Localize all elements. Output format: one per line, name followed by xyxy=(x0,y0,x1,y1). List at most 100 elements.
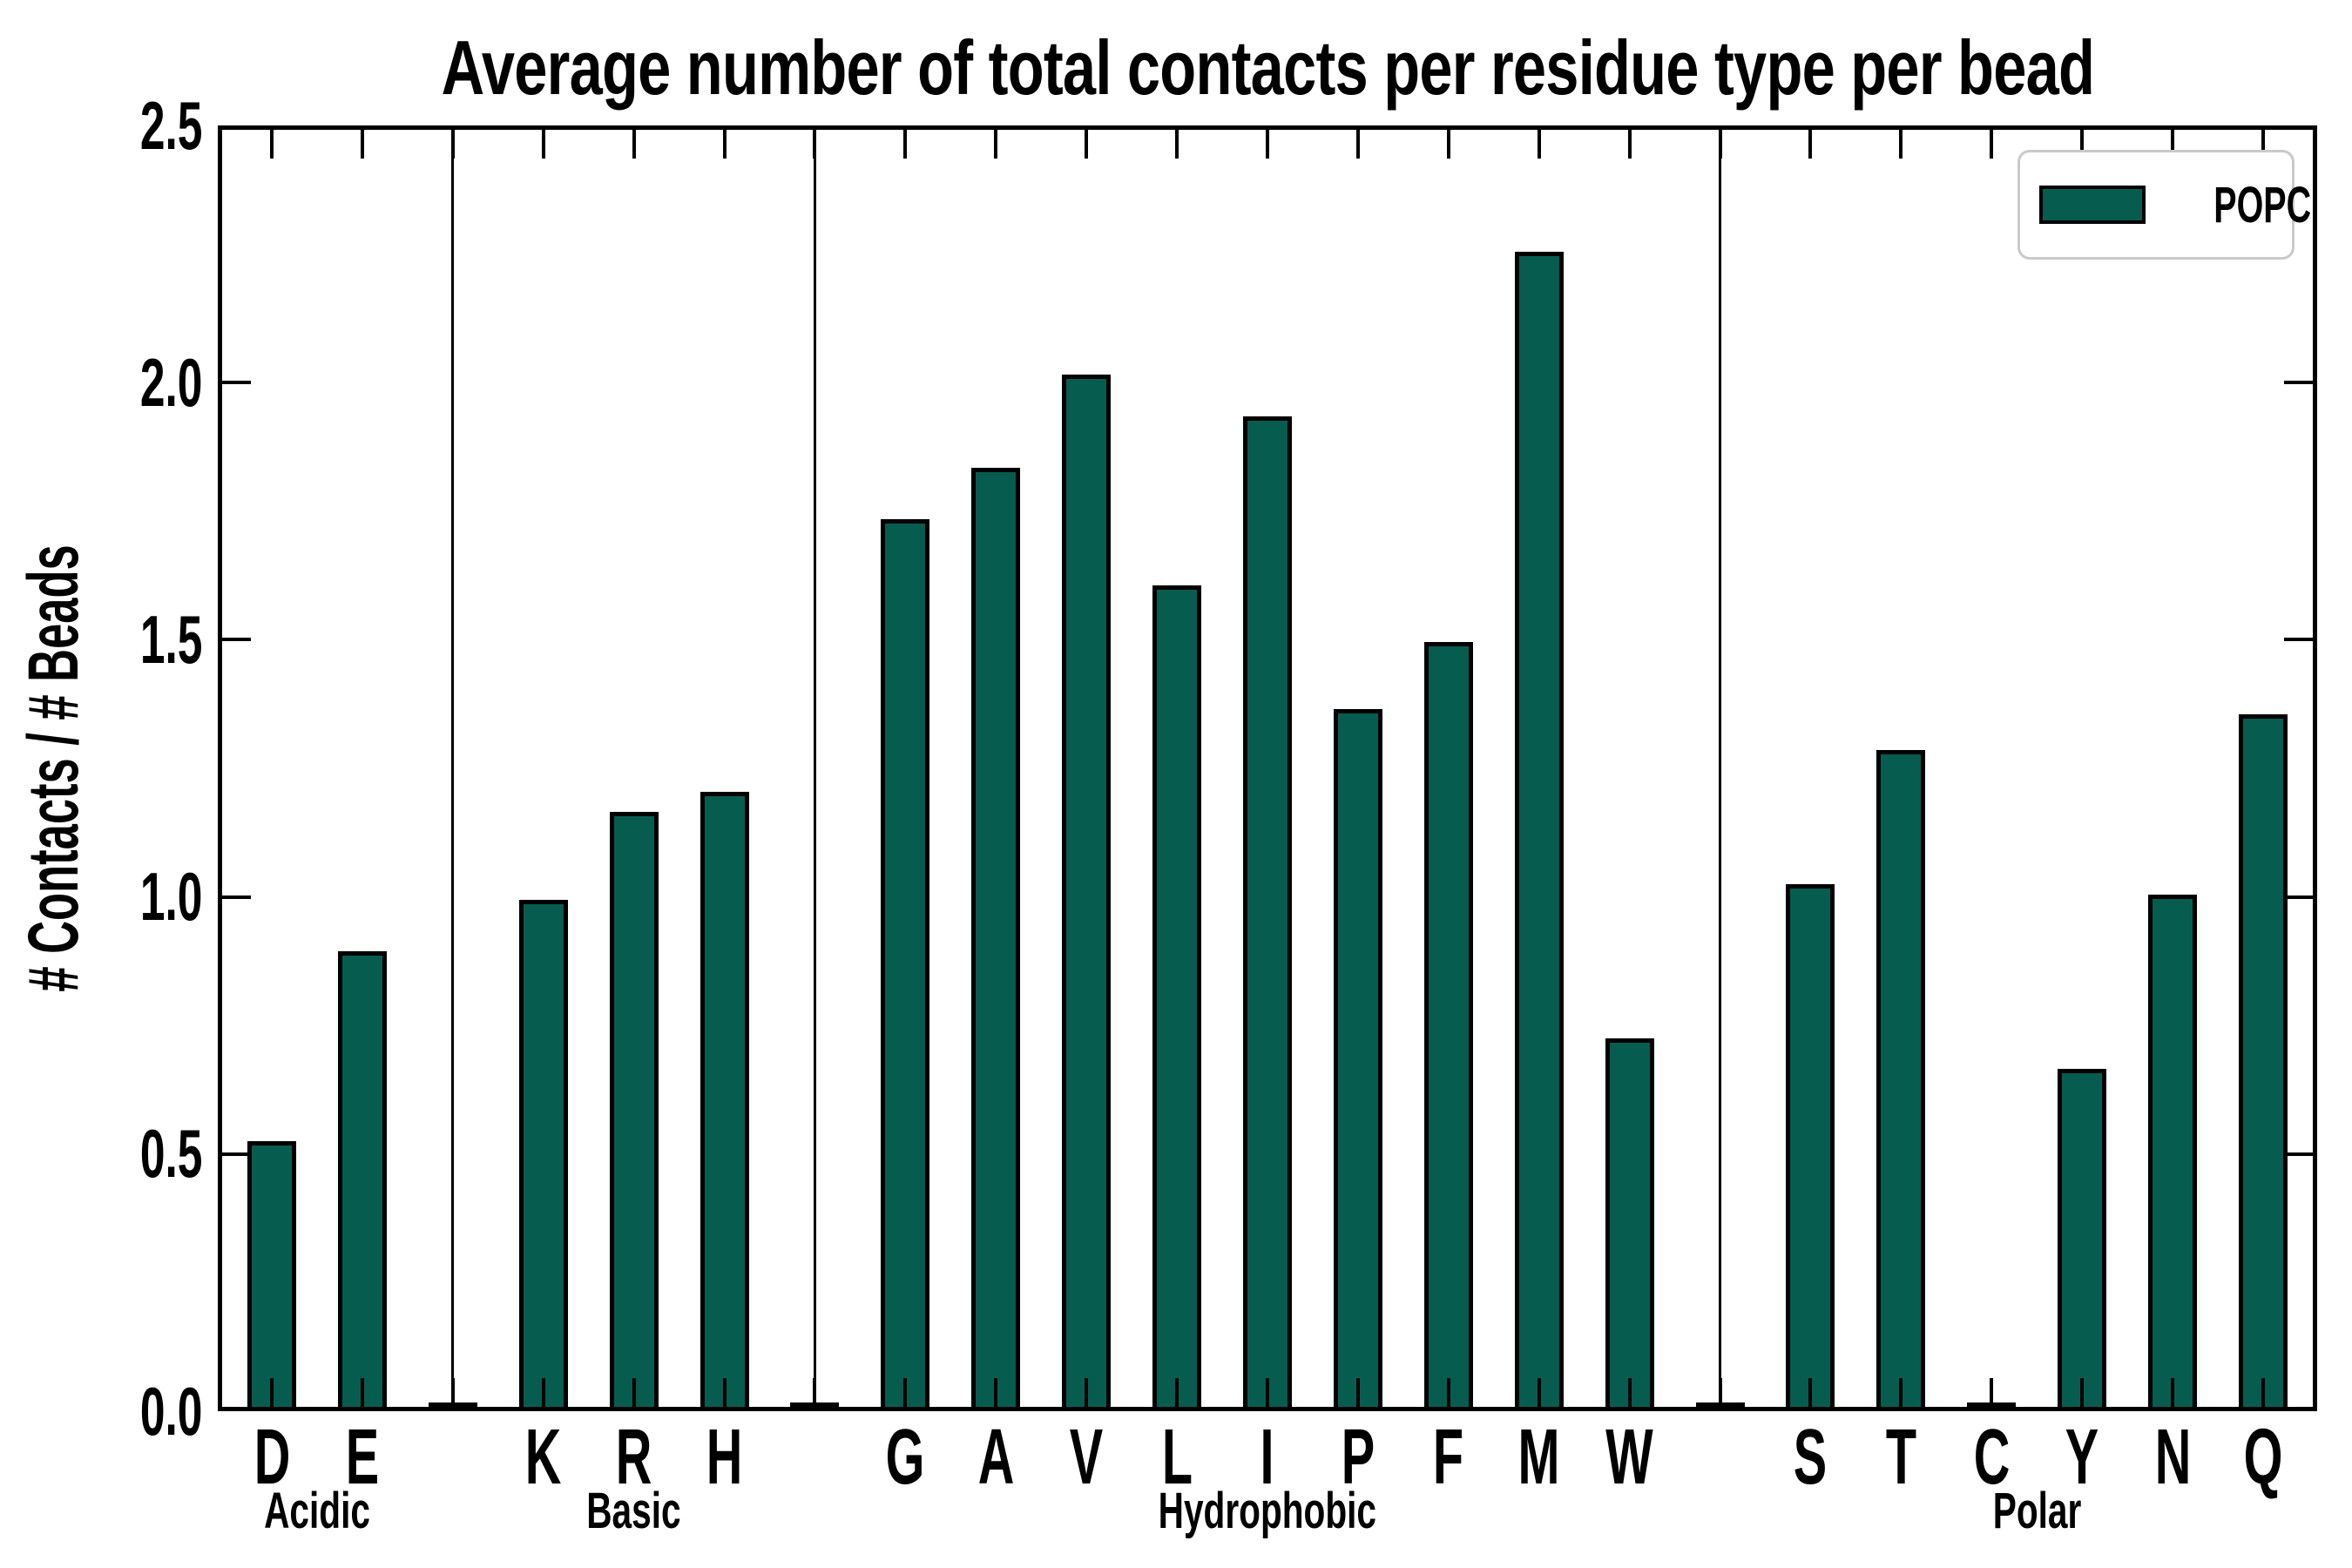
x-tick-label-text: H xyxy=(706,1414,743,1501)
y-tick-right xyxy=(2284,381,2313,385)
x-tick-bottom xyxy=(813,1378,817,1407)
x-tick-bottom xyxy=(1990,1378,1994,1407)
x-tick-top xyxy=(1175,130,1179,159)
x-tick-label-K: K xyxy=(483,1418,605,1497)
x-tick-top xyxy=(541,130,545,159)
y-tick-left xyxy=(222,638,251,642)
y-tick-right xyxy=(2284,638,2313,642)
group-label-polar: Polar xyxy=(1854,1486,2220,1537)
x-tick-top xyxy=(2261,130,2265,159)
y-tick-left xyxy=(222,895,251,899)
bar-E xyxy=(337,950,387,1409)
bar-A xyxy=(971,467,1021,1409)
x-tick-label-Y: Y xyxy=(2021,1418,2143,1497)
x-tick-top xyxy=(2080,130,2085,159)
bar-M xyxy=(1514,251,1564,1409)
x-tick-label-text: D xyxy=(253,1414,290,1501)
x-tick-top xyxy=(994,130,998,159)
x-tick-top xyxy=(1355,130,1360,159)
x-tick-label-text: G xyxy=(885,1414,925,1501)
bar-Q xyxy=(2239,713,2288,1409)
group-label-text: Basic xyxy=(586,1483,681,1539)
x-tick-label-text: V xyxy=(1069,1414,1104,1501)
x-tick-label-text: R xyxy=(615,1414,652,1501)
x-tick-top xyxy=(1085,130,1089,159)
x-tick-bottom xyxy=(270,1378,274,1407)
chart-title-text: Average number of total contacts per res… xyxy=(441,24,2094,111)
x-tick-label-text: F xyxy=(1433,1414,1464,1501)
bar-P xyxy=(1333,709,1382,1409)
group-separator-line xyxy=(451,130,455,1407)
x-tick-bottom xyxy=(1355,1378,1360,1407)
x-tick-bottom xyxy=(2171,1378,2175,1407)
legend-popc-label: POPC xyxy=(2213,176,2312,233)
y-tick-label-0.5: 0.5 xyxy=(63,1115,202,1192)
bar-D xyxy=(247,1140,296,1409)
x-tick-bottom xyxy=(632,1378,636,1407)
group-label-acidic: Acidic xyxy=(134,1486,500,1537)
bar-N xyxy=(2148,894,2198,1409)
x-tick-label-I: I xyxy=(1206,1418,1328,1497)
y-tick-label-text: 0.0 xyxy=(139,1372,202,1450)
x-tick-label-Q: Q xyxy=(2202,1418,2324,1497)
x-tick-label-text: W xyxy=(1605,1414,1653,1501)
x-tick-label-S: S xyxy=(1749,1418,1871,1497)
x-tick-top xyxy=(903,130,908,159)
x-tick-label-text: S xyxy=(1794,1414,1828,1501)
x-tick-top xyxy=(1446,130,1450,159)
x-tick-label-V: V xyxy=(1025,1418,1147,1497)
bar-W xyxy=(1605,1037,1654,1409)
y-tick-label-1.5: 1.5 xyxy=(63,601,202,678)
group-separator-line xyxy=(1719,130,1722,1407)
y-tick-label-2.0: 2.0 xyxy=(63,344,202,421)
x-tick-label-M: M xyxy=(1478,1418,1600,1497)
x-tick-label-W: W xyxy=(1569,1418,1691,1497)
x-tick-label-A: A xyxy=(935,1418,1057,1497)
x-tick-top xyxy=(632,130,636,159)
x-tick-label-text: Q xyxy=(2243,1414,2283,1501)
x-tick-top xyxy=(270,130,274,159)
x-tick-bottom xyxy=(1718,1378,1722,1407)
group-label-text: Polar xyxy=(1992,1483,2081,1539)
x-tick-bottom xyxy=(1808,1378,1813,1407)
x-tick-top xyxy=(1990,130,1994,159)
x-tick-bottom xyxy=(903,1378,908,1407)
x-tick-label-text: M xyxy=(1517,1414,1560,1501)
x-tick-top xyxy=(1808,130,1813,159)
x-tick-bottom xyxy=(1537,1378,1541,1407)
x-tick-label-D: D xyxy=(211,1418,333,1497)
y-tick-right xyxy=(2284,1152,2313,1156)
x-tick-top xyxy=(1899,130,1903,159)
x-tick-label-E: E xyxy=(301,1418,423,1497)
x-tick-label-text: A xyxy=(977,1414,1015,1501)
x-tick-label-text: E xyxy=(345,1414,380,1501)
group-label-text: Hydrophobic xyxy=(1158,1483,1377,1539)
x-tick-label-text: L xyxy=(1161,1414,1193,1501)
x-tick-label-L: L xyxy=(1116,1418,1238,1497)
x-tick-top xyxy=(1537,130,1541,159)
y-tick-label-1.0: 1.0 xyxy=(63,858,202,935)
y-tick-label-2.5: 2.5 xyxy=(63,87,202,164)
x-tick-label-P: P xyxy=(1297,1418,1419,1497)
group-label-text: Acidic xyxy=(264,1483,370,1539)
x-tick-label-text: C xyxy=(1973,1414,2011,1501)
group-separator-line xyxy=(813,130,816,1407)
bar-I xyxy=(1243,416,1292,1409)
y-tick-label-text: 0.5 xyxy=(139,1115,202,1193)
x-tick-top xyxy=(1266,130,1269,159)
x-tick-top xyxy=(813,130,817,159)
x-tick-top xyxy=(722,130,727,159)
x-tick-top xyxy=(360,130,364,159)
legend: POPC xyxy=(2017,150,2311,260)
x-tick-label-N: N xyxy=(2112,1418,2234,1497)
y-tick-label-0.0: 0.0 xyxy=(63,1372,202,1450)
x-tick-bottom xyxy=(994,1378,998,1407)
bar-L xyxy=(1152,585,1202,1409)
x-tick-bottom xyxy=(1085,1378,1089,1407)
y-tick-label-text: 1.0 xyxy=(139,858,202,936)
x-tick-label-T: T xyxy=(1840,1418,1962,1497)
x-tick-bottom xyxy=(2261,1378,2265,1407)
